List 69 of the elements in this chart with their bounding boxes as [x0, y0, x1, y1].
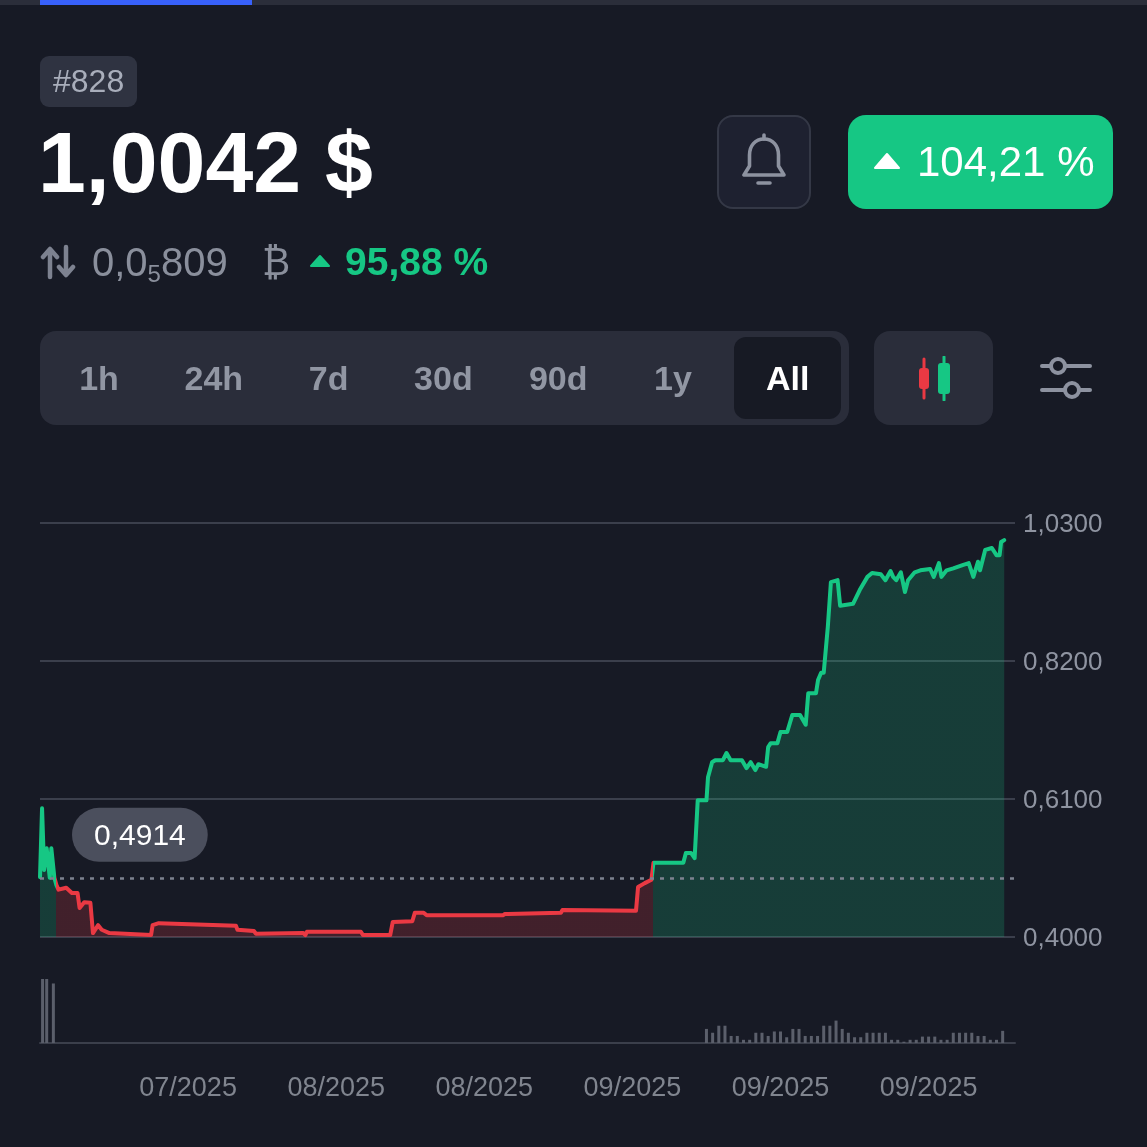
bar	[791, 1028, 795, 1043]
text: ₿	[262, 240, 291, 285]
bar	[988, 1039, 992, 1043]
bar	[914, 1039, 918, 1043]
bar	[822, 1025, 826, 1043]
bar	[994, 1039, 998, 1043]
bar	[741, 1039, 745, 1043]
bar	[797, 1028, 801, 1043]
bar	[828, 1025, 832, 1043]
bar	[920, 1036, 924, 1043]
bar	[711, 1032, 715, 1043]
bar	[45, 979, 49, 1043]
bar	[803, 1035, 807, 1043]
ref-line-label: 0,4914	[94, 818, 186, 852]
bar	[890, 1039, 894, 1043]
bar	[816, 1035, 820, 1043]
bar	[877, 1032, 881, 1043]
rank-badge: #828	[40, 56, 138, 107]
bar	[766, 1035, 770, 1043]
bar	[957, 1032, 961, 1043]
bar	[908, 1039, 912, 1043]
bar	[853, 1037, 857, 1043]
x-tick-label: 09/2025	[879, 1071, 978, 1102]
text: 0,0$_{5}$809	[92, 239, 228, 287]
x-tick-label: 09/2025	[731, 1071, 830, 1102]
y-tick-label: 0,6100	[1023, 784, 1103, 814]
bar	[704, 1028, 708, 1043]
y-tick-label: 0,8200	[1023, 646, 1103, 676]
bar	[964, 1032, 968, 1043]
bar	[754, 1032, 758, 1043]
bar	[809, 1035, 813, 1043]
change-badge: 104,21 %	[848, 115, 1113, 209]
bar	[779, 1031, 783, 1043]
bar	[41, 979, 45, 1043]
bar	[951, 1032, 955, 1043]
bar	[883, 1032, 887, 1043]
bar	[1001, 1030, 1005, 1043]
bar	[846, 1032, 850, 1043]
bar	[970, 1032, 974, 1043]
bar	[933, 1036, 937, 1043]
text: 95,88 %	[345, 239, 489, 285]
bar	[723, 1025, 727, 1043]
bar	[945, 1039, 949, 1043]
bar	[976, 1035, 980, 1043]
y-tick-label: 1,0300	[1023, 508, 1103, 538]
bar	[927, 1036, 931, 1043]
bar	[51, 983, 55, 1043]
x-tick-label: 09/2025	[583, 1071, 682, 1102]
x-tick-label: 08/2025	[287, 1071, 386, 1102]
bar	[717, 1025, 721, 1043]
bar	[865, 1032, 869, 1043]
x-tick-label: 08/2025	[435, 1071, 534, 1102]
x-tick-label: 07/2025	[139, 1071, 237, 1102]
bar	[982, 1035, 986, 1043]
bar	[834, 1020, 838, 1043]
y-tick-label: 0,4000	[1023, 922, 1103, 952]
bar	[772, 1031, 776, 1043]
bar	[760, 1032, 764, 1043]
bar	[939, 1039, 943, 1043]
bar	[859, 1037, 863, 1043]
bar	[896, 1039, 900, 1043]
bar	[840, 1028, 844, 1043]
bar	[748, 1039, 752, 1043]
tab-bar: 1h 24h 7d 30d 90d 1y All	[40, 331, 849, 425]
bar	[735, 1035, 739, 1043]
bar	[871, 1032, 875, 1043]
bar	[785, 1037, 789, 1043]
chart-title: 1,0042 $	[38, 114, 373, 210]
bar	[729, 1035, 733, 1043]
